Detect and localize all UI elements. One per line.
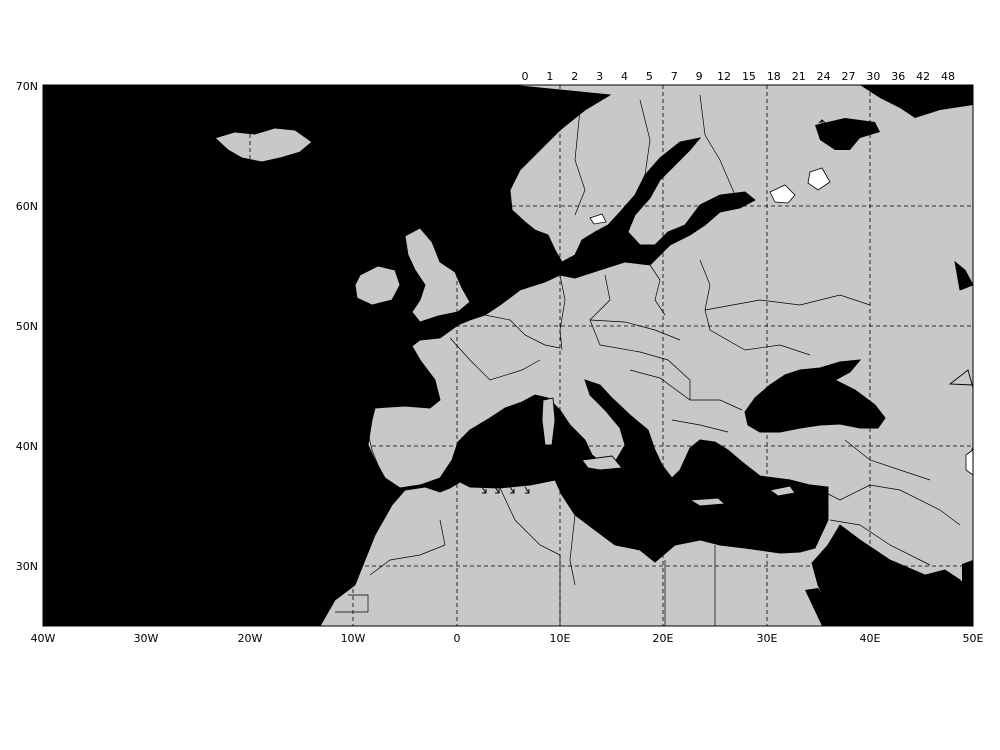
scale-label: 12	[717, 70, 731, 83]
top-scale-labels: 0 1 2 3 4 5 7 9 12 15 18 21 24 27 30 36 42 48	[522, 70, 956, 83]
map-border	[42, 84, 974, 627]
scale-label: 48	[941, 70, 955, 83]
scale-label: 42	[916, 70, 930, 83]
cyprus	[768, 485, 796, 497]
scale-label: 2	[571, 70, 578, 83]
iceland	[214, 127, 313, 163]
lon-label: 0	[454, 632, 461, 645]
great-britain	[404, 227, 471, 323]
longitude-labels: 40W 30W 20W 10W 0 10E 20E 30E 40E 50E	[31, 632, 984, 645]
scale-label: 7	[671, 70, 678, 83]
red-sea	[805, 588, 840, 626]
lat-label: 30N	[16, 560, 38, 573]
lon-label: 40W	[31, 632, 56, 645]
latitude-labels: 70N 60N 50N 40N 30N	[16, 80, 38, 573]
scale-label: 21	[792, 70, 806, 83]
wind-arrows	[126, 96, 856, 494]
lon-label: 10W	[341, 632, 366, 645]
lon-label: 50E	[963, 632, 984, 645]
lake-vanern	[589, 213, 607, 225]
sicily	[581, 455, 623, 471]
scale-label: 9	[696, 70, 703, 83]
lat-label: 70N	[16, 80, 38, 93]
sardinia	[541, 397, 556, 446]
graticule	[43, 85, 973, 626]
scale-label: 27	[841, 70, 855, 83]
lon-label: 20E	[653, 632, 674, 645]
scale-label: 15	[742, 70, 756, 83]
map-frame	[42, 84, 974, 627]
caspian-sea	[962, 560, 973, 604]
lon-label: 30W	[134, 632, 159, 645]
scale-label: 1	[546, 70, 553, 83]
lake-ladoga	[769, 184, 796, 204]
landmass-eurasia	[319, 84, 974, 627]
crete	[688, 497, 727, 507]
lon-label: 20W	[238, 632, 263, 645]
scale-label: 0	[522, 70, 529, 83]
scale-label: 3	[596, 70, 603, 83]
ireland	[354, 265, 401, 306]
lat-label: 40N	[16, 440, 38, 453]
black-sea	[744, 359, 886, 433]
scale-label: 36	[891, 70, 905, 83]
white-sea	[815, 118, 880, 150]
scale-label: 4	[621, 70, 628, 83]
lake-onega	[807, 167, 831, 191]
scale-label: 30	[866, 70, 880, 83]
barents-sea	[860, 85, 973, 118]
lat-label: 50N	[16, 320, 38, 333]
scale-label: 18	[767, 70, 781, 83]
scale-label: 5	[646, 70, 653, 83]
lon-label: 10E	[550, 632, 571, 645]
lon-label: 40E	[860, 632, 881, 645]
scale-label: 24	[817, 70, 831, 83]
lon-label: 30E	[757, 632, 778, 645]
lat-label: 60N	[16, 200, 38, 213]
